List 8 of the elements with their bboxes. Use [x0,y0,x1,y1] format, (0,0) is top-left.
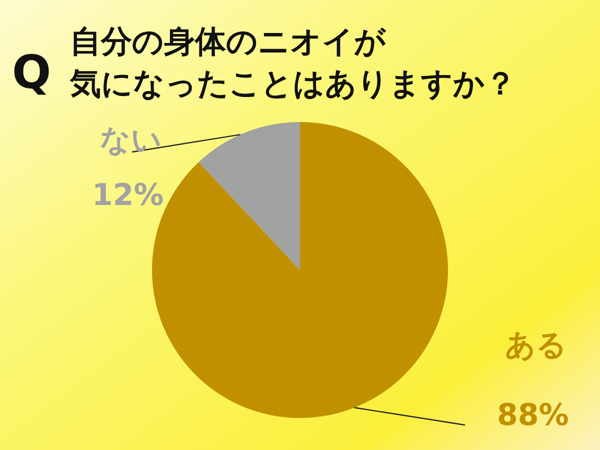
slice-label: ない [100,123,162,158]
text: Q [12,45,52,99]
data-label: 88% [497,398,569,433]
pie-slice [198,122,300,270]
slice-label: ある [505,328,567,363]
data-label: 12% [92,178,164,213]
chart-title: 自分の身体のニオイが [70,24,387,60]
chart-subtitle: 気になったことはありますか？ [69,66,516,102]
